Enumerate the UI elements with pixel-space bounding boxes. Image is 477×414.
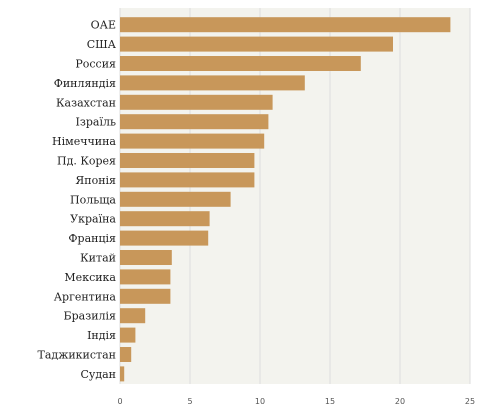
bar <box>120 269 171 285</box>
category-label: Індія <box>87 329 116 342</box>
x-tick-label: 15 <box>325 397 335 406</box>
category-label: Аргентина <box>54 290 117 303</box>
bar <box>120 153 255 168</box>
category-label: Таджикистан <box>38 349 116 362</box>
category-label: ОАЕ <box>91 19 116 32</box>
bar <box>120 17 451 33</box>
category-label: Бразилія <box>64 310 117 323</box>
category-label: Казахстан <box>56 96 116 109</box>
bar <box>120 366 125 382</box>
bar <box>120 250 172 265</box>
category-label: Україна <box>70 213 116 226</box>
bar <box>120 172 255 188</box>
bar <box>120 327 136 343</box>
bar <box>120 211 210 227</box>
category-label: США <box>87 38 117 51</box>
bars <box>120 17 451 382</box>
bar <box>120 308 146 324</box>
bar <box>120 191 231 207</box>
category-label: Россия <box>75 58 116 71</box>
bar <box>120 133 265 149</box>
category-label: Китай <box>80 252 116 265</box>
category-labels: ОАЕ США Россия Финляндія Казахстан Ізраїль Нім… <box>38 19 117 381</box>
x-tick-label: 0 <box>117 397 122 406</box>
category-label: Судан <box>80 368 116 381</box>
bar <box>120 75 305 91</box>
category-label: Польща <box>70 193 116 206</box>
category-label: Пд. Корея <box>57 155 116 168</box>
bar <box>120 56 361 71</box>
category-label: Японія <box>75 174 116 187</box>
category-label: Ізраїль <box>76 116 116 129</box>
x-tick-label: 10 <box>255 397 265 406</box>
x-tick-label: 5 <box>187 397 192 406</box>
category-label: Финляндія <box>54 77 116 90</box>
bar <box>120 114 269 130</box>
category-label: Франція <box>68 232 116 245</box>
bar <box>120 230 209 246</box>
bar <box>120 94 273 110</box>
x-tick-labels: 0 5 10 15 20 25 <box>117 397 475 406</box>
category-label: Мексика <box>64 271 116 284</box>
x-tick-label: 20 <box>395 397 405 406</box>
bar <box>120 36 393 52</box>
category-label: Німеччина <box>52 135 116 148</box>
x-tick-label: 25 <box>465 397 475 406</box>
bar <box>120 347 132 362</box>
bar <box>120 288 171 304</box>
